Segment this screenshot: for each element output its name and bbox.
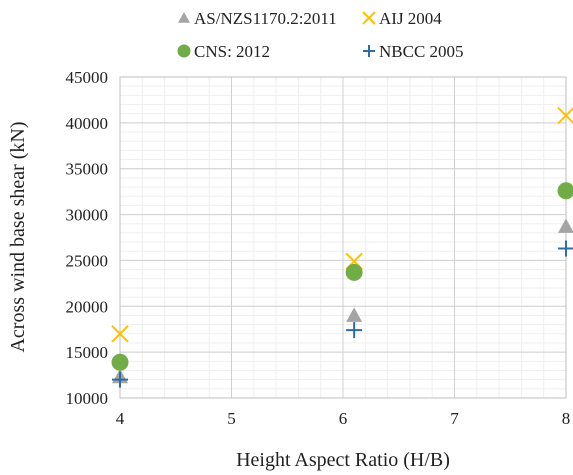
- y-tick-label: 35000: [66, 160, 109, 179]
- data-point-as-nzs1170-2-2011: [346, 307, 363, 322]
- legend-item-cns-2012: CNS: 2012: [177, 42, 270, 61]
- y-tick-label: 45000: [66, 68, 109, 87]
- data-points: [111, 106, 573, 388]
- legend-item-nbcc-2005: NBCC 2005: [363, 42, 464, 61]
- legend-label: NBCC 2005: [379, 42, 464, 61]
- y-tick-label: 20000: [66, 297, 109, 316]
- x-tick-label: 5: [227, 409, 236, 428]
- data-point-aij-2004: [557, 106, 573, 125]
- y-tick-label: 25000: [66, 251, 109, 270]
- y-axis-tick-labels: 10000 15000 20000 25000 30000 35000 40000 45000: [66, 68, 109, 408]
- legend-label: AIJ 2004: [379, 9, 442, 28]
- data-point-cns-2012: [345, 263, 363, 281]
- y-tick-label: 15000: [66, 343, 109, 362]
- x-axis-title: Height Aspect Ratio (H/B): [236, 449, 450, 471]
- data-point-aij-2004: [111, 325, 129, 343]
- legend-label: AS/NZS1170.2:2011: [194, 9, 337, 28]
- legend-marker-nbcc-2005: [363, 45, 375, 57]
- y-tick-label: 30000: [66, 206, 109, 225]
- data-point-nbcc-2005: [558, 240, 573, 257]
- legend-item-as-nzs1170-2-2011: AS/NZS1170.2:2011: [178, 9, 337, 28]
- legend-marker-as-nzs1170-2-2011: [178, 12, 190, 23]
- data-point-as-nzs1170-2-2011: [558, 218, 573, 233]
- legend-label: CNS: 2012: [194, 42, 270, 61]
- y-axis-title: Across wind base shear (kN): [7, 121, 29, 352]
- data-point-cns-2012: [111, 353, 129, 371]
- y-tick-label: 40000: [66, 114, 109, 133]
- x-tick-label: 4: [116, 409, 125, 428]
- x-tick-label: 6: [339, 409, 348, 428]
- x-tick-label: 7: [450, 409, 459, 428]
- y-tick-label: 10000: [66, 389, 109, 408]
- legend: AS/NZS1170.2:2011 AIJ 2004 CNS: 2012 NBCC 2…: [177, 9, 464, 61]
- data-point-cns-2012: [557, 182, 573, 200]
- plot-area-border: [119, 76, 567, 399]
- legend-item-aij-2004: AIJ 2004: [362, 9, 442, 28]
- data-point-nbcc-2005: [346, 322, 363, 339]
- data-point-nbcc-2005: [112, 371, 128, 388]
- x-tick-label: 8: [562, 409, 571, 428]
- x-axis-tick-labels: 4 5 6 7 8: [116, 409, 571, 428]
- legend-marker-aij-2004: [362, 11, 376, 25]
- legend-marker-cns-2012: [177, 44, 191, 58]
